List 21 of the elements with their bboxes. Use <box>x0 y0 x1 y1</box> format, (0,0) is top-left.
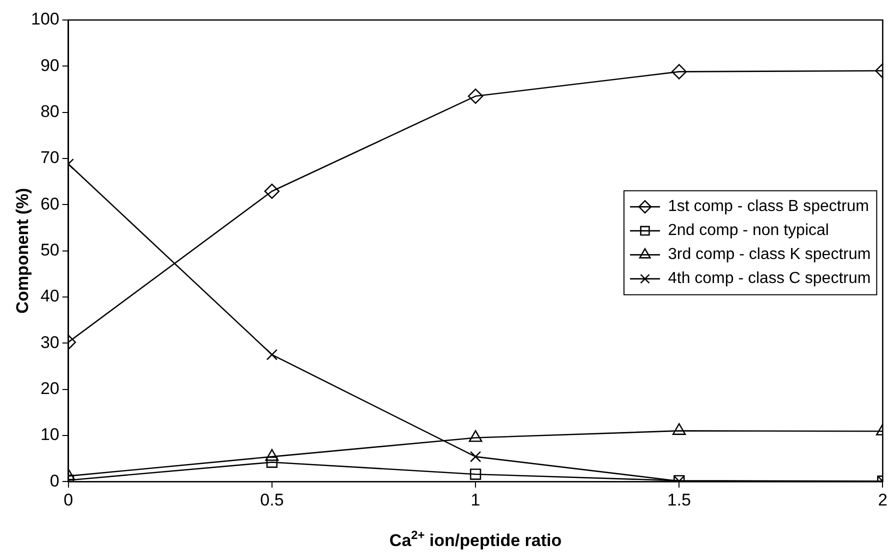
legend-label: 4th comp - class C spectrum <box>668 270 871 288</box>
y-tick-label: 70 <box>40 148 60 168</box>
x-tick-label: 2 <box>878 490 888 510</box>
x-tick-label: 0.5 <box>260 490 284 510</box>
legend-label: 3rd comp - class K spectrum <box>668 246 871 264</box>
x-tick-label: 1 <box>470 490 480 510</box>
y-tick-label: 0 <box>50 471 60 490</box>
y-tick-label: 60 <box>40 194 60 214</box>
y-tick-label: 40 <box>40 286 60 306</box>
y-tick-label: 50 <box>40 240 60 260</box>
y-tick-label: 90 <box>40 56 60 75</box>
legend-label: 2nd comp - non typical <box>668 222 829 240</box>
y-tick-label: 80 <box>40 102 60 122</box>
y-tick-label: 20 <box>40 378 60 398</box>
y-axis-title: Component (%) <box>13 188 32 314</box>
legend-label: 1st comp - class B spectrum <box>668 198 869 216</box>
y-tick-label: 100 <box>30 10 60 29</box>
y-tick-label: 30 <box>40 332 60 352</box>
y-tick-label: 10 <box>40 425 60 444</box>
x-tick-label: 0 <box>64 490 74 510</box>
x-tick-label: 1.5 <box>667 490 691 510</box>
